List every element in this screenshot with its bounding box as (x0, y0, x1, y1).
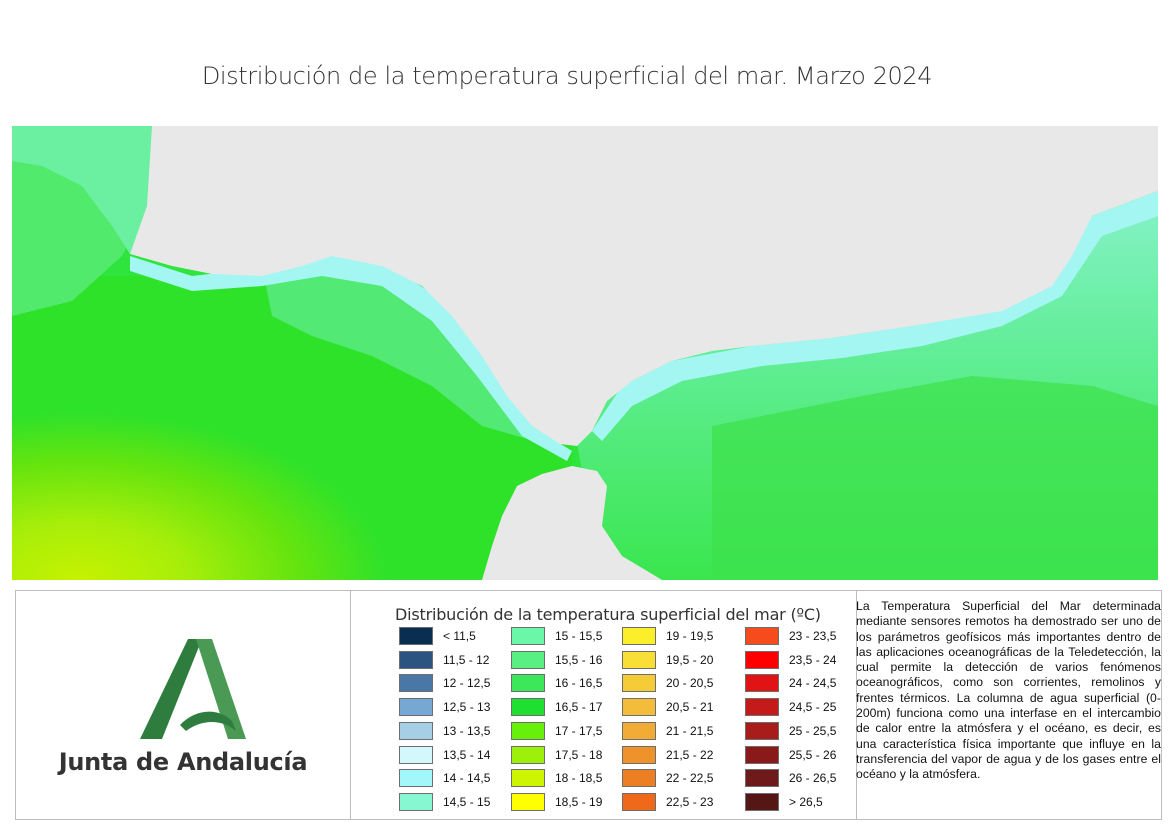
legend-swatch (622, 745, 656, 764)
legend-swatch (399, 674, 433, 693)
legend-swatch (511, 698, 545, 717)
legend: Distribución de la temperatura superfici… (350, 591, 857, 819)
sea-temperature-map (12, 126, 1158, 580)
legend-swatch (622, 698, 656, 717)
legend-swatch (622, 674, 656, 693)
logo-swoosh (180, 711, 236, 731)
legend-label: 17,5 - 18 (555, 747, 603, 762)
map-title: Distribución de la temperatura superfici… (201, 62, 933, 90)
gulf-cadiz-coastal-water (262, 256, 552, 446)
legend-swatch (745, 698, 779, 717)
legend-label: > 26,5 (789, 794, 823, 809)
legend-swatch (745, 650, 779, 669)
legend-label: 19 - 19,5 (666, 629, 714, 643)
legend-label: 25,5 - 26 (789, 747, 837, 762)
legend-swatch (399, 627, 433, 645)
legend-swatch (399, 721, 433, 740)
northwest-coastal-water (12, 126, 152, 254)
legend-label: 21,5 - 22 (666, 747, 714, 762)
legend-label: 16,5 - 17 (555, 700, 603, 715)
legend-label: 16 - 16,5 (555, 676, 603, 691)
legend-swatch (745, 745, 779, 764)
legend-swatch (622, 627, 656, 645)
legend-label: 20,5 - 21 (666, 700, 714, 715)
legend-swatch (399, 698, 433, 717)
legend-swatch (511, 745, 545, 764)
legend-label: 22 - 22,5 (666, 771, 714, 786)
legend-label: 26 - 26,5 (789, 771, 837, 786)
description-text: La Temperatura Superficial del Mar deter… (856, 599, 1161, 782)
legend-swatch (399, 745, 433, 764)
legend-label: 25 - 25,5 (789, 723, 837, 738)
legend-swatch (511, 721, 545, 740)
legend-label: 23 - 23,5 (789, 629, 837, 643)
legend-swatch (622, 769, 656, 788)
legend-swatch (622, 721, 656, 740)
legend-swatch (399, 650, 433, 669)
legend-swatch (511, 627, 545, 645)
legend-swatch (745, 674, 779, 693)
legend-swatch (745, 792, 779, 811)
legend-swatch (622, 792, 656, 811)
legend-label: 15 - 15,5 (555, 629, 603, 643)
legend-label: 12,5 - 13 (443, 700, 491, 715)
legend-swatch (622, 650, 656, 669)
legend-label: 15,5 - 16 (555, 652, 603, 667)
legend-label: 14,5 - 15 (443, 794, 491, 809)
legend-label: 13,5 - 14 (443, 747, 491, 762)
legend-swatch (511, 792, 545, 811)
legend-swatch (745, 721, 779, 740)
info-panel: Junta de Andalucía Distribución de la te… (15, 590, 1162, 820)
eastern-darker-patch (712, 376, 1158, 580)
legend-title: Distribución de la temperatura superfici… (395, 605, 821, 624)
legend-label: 17 - 17,5 (555, 723, 603, 738)
legend-label: < 11,5 (443, 629, 476, 643)
legend-label: 19,5 - 20 (666, 652, 714, 667)
legend-swatch (511, 650, 545, 669)
legend-label: 12 - 12,5 (443, 676, 491, 691)
legend-label: 13 - 13,5 (443, 723, 491, 738)
legend-swatch (399, 792, 433, 811)
legend-label: 24,5 - 25 (789, 700, 837, 715)
legend-label: 11,5 - 12 (443, 652, 490, 667)
coastal-fringe-east (592, 191, 1158, 441)
legend-label: 20 - 20,5 (666, 676, 714, 691)
legend-swatch (399, 769, 433, 788)
legend-swatch (745, 627, 779, 645)
legend-label: 24 - 24,5 (789, 676, 837, 691)
legend-label: 22,5 - 23 (666, 794, 714, 809)
logo-left-stroke (140, 639, 202, 739)
logo-wordmark: Junta de Andalucía (58, 748, 308, 776)
legend-label: 14 - 14,5 (443, 771, 491, 786)
land-iberia (130, 126, 1158, 446)
legend-swatch (511, 674, 545, 693)
legend-label: 21 - 21,5 (666, 723, 714, 738)
legend-label: 18,5 - 19 (555, 794, 603, 809)
legend-swatch (745, 769, 779, 788)
legend-label: 23,5 - 24 (789, 652, 837, 667)
legend-label: 18 - 18,5 (555, 771, 603, 786)
junta-andalucia-logo (140, 639, 246, 739)
legend-swatch (511, 769, 545, 788)
map-canvas (12, 126, 1158, 580)
land-morocco (482, 466, 662, 580)
logo-box: Junta de Andalucía (16, 591, 351, 819)
logo-right-stroke (196, 639, 246, 739)
